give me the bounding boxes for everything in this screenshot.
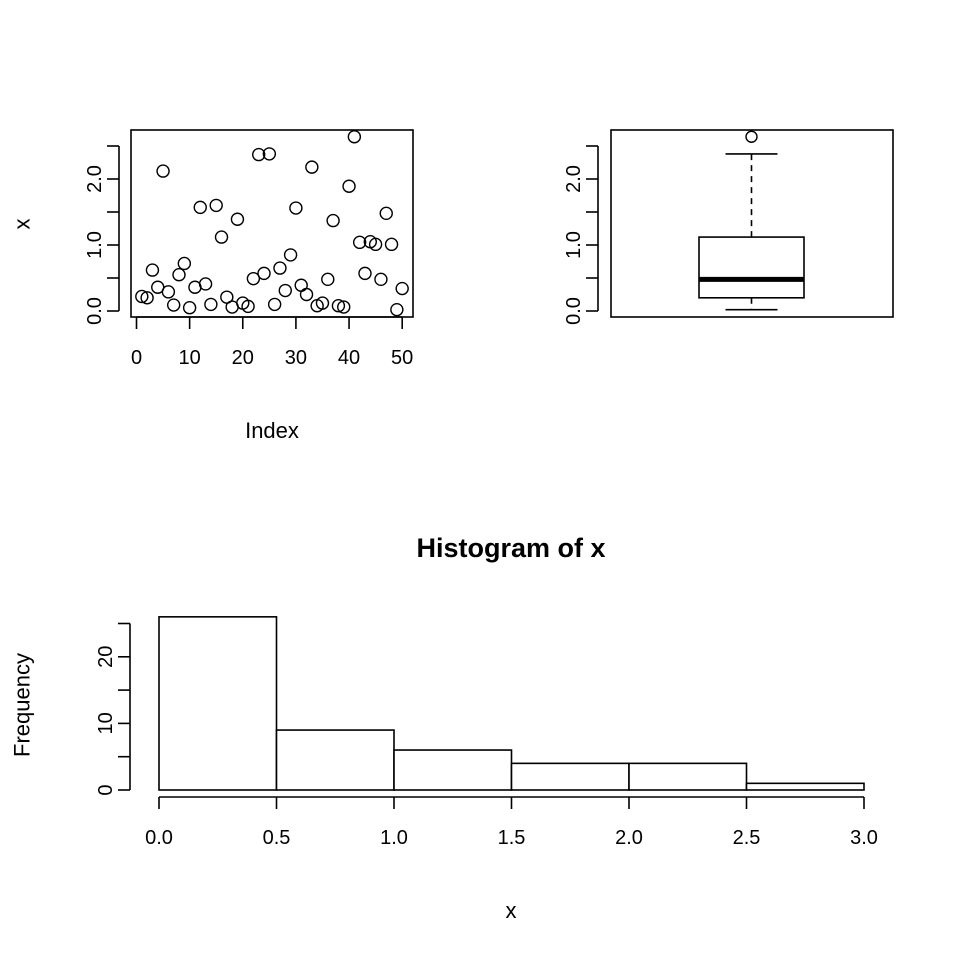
scatter-point: [209, 198, 223, 213]
scatter-point: [257, 266, 271, 281]
histogram-bar: [745, 782, 865, 791]
boxplot-frame: [610, 129, 894, 318]
scatter-point: [246, 271, 261, 286]
x-tick-label: 40: [338, 347, 360, 369]
scatter-point: [395, 281, 409, 296]
scatter-point: [140, 291, 154, 305]
scatter-point: [267, 297, 282, 312]
x-tick-label: 1.0: [380, 827, 408, 849]
x-tick-label: 0.0: [145, 827, 173, 849]
scatter-point: [172, 268, 186, 282]
histogram-y-axis-title: Frequency: [10, 653, 35, 757]
scatter-point: [198, 277, 213, 291]
scatter-point: [283, 248, 298, 262]
histogram-bar: [510, 762, 630, 791]
scatter-plot-panel: 0 10 20 30 40 50 0.0 1.0 2.0 Index x: [10, 129, 414, 443]
y-tick-label: 1.0: [84, 231, 106, 259]
x-tick-label: 2.0: [615, 827, 643, 849]
scatter-point: [326, 213, 340, 228]
scatter-point: [337, 300, 351, 314]
scatter-point: [214, 230, 229, 244]
x-tick-label: 10: [179, 347, 201, 369]
scatter-x-axis-title: Index: [245, 418, 299, 443]
histogram-bar: [393, 749, 513, 791]
scatter-y-axis-title: x: [10, 219, 35, 230]
histogram-x-axis-title: x: [506, 898, 517, 923]
scatter-point: [273, 261, 287, 275]
scatter-point: [252, 147, 266, 162]
histogram-bar: [628, 762, 748, 791]
scatter-point: [294, 278, 308, 292]
scatter-point: [331, 299, 346, 313]
x-tick-label: 20: [232, 347, 254, 369]
scatter-point: [145, 263, 160, 277]
scatter-point: [390, 302, 404, 317]
scatter-point: [374, 272, 388, 287]
scatter-point: [321, 272, 335, 287]
scatter-point: [241, 299, 255, 314]
scatter-point: [352, 235, 367, 250]
y-tick-label: 0.0: [84, 297, 106, 325]
scatter-point: [305, 160, 319, 174]
y-tick-label: 2.0: [563, 165, 585, 193]
scatter-point: [315, 296, 330, 310]
scatter-point: [384, 237, 399, 252]
x-tick-label: 30: [285, 347, 307, 369]
x-tick-label: 0: [131, 347, 142, 369]
scatter-point: [358, 266, 372, 281]
y-tick-label: 20: [95, 646, 117, 668]
histogram-bar: [275, 729, 395, 791]
y-tick-label: 0.0: [563, 297, 585, 325]
scatter-point: [289, 201, 303, 215]
scatter-point: [379, 206, 393, 221]
x-tick-label: 1.5: [498, 827, 526, 849]
scatter-point: [342, 179, 356, 193]
scatter-point: [230, 212, 245, 226]
scatter-point: [204, 297, 218, 312]
scatter-point: [161, 285, 176, 299]
histogram-title: Histogram of x: [416, 533, 605, 563]
scatter-point: [193, 200, 207, 215]
y-tick-label: 2.0: [84, 165, 106, 193]
scatter-point: [166, 298, 181, 312]
histogram-panel: 0.0 0.5 1.0 1.5 2.0 2.5 3.0 0 10 20 Histogram of x…: [10, 533, 878, 923]
x-tick-label: 3.0: [850, 827, 878, 849]
boxplot-box: [698, 236, 805, 299]
y-tick-label: 1.0: [563, 231, 585, 259]
scatter-point: [368, 237, 383, 252]
scatter-point: [156, 164, 170, 178]
scatter-point: [182, 301, 197, 315]
y-tick-label: 10: [95, 712, 117, 734]
boxplot-outlier-point: [745, 130, 758, 143]
scatter-point: [299, 287, 314, 302]
scatter-point: [347, 130, 362, 144]
boxplot-panel: 0.0 1.0 2.0: [563, 129, 894, 325]
scatter-point: [135, 289, 149, 304]
histogram-bar: [158, 616, 278, 791]
scatter-point: [278, 283, 292, 298]
y-tick-label: 0: [95, 784, 117, 795]
x-tick-label: 0.5: [263, 827, 291, 849]
scatter-point: [177, 256, 192, 271]
x-tick-label: 2.5: [733, 827, 761, 849]
x-tick-label: 50: [391, 347, 413, 369]
scatter-point: [262, 147, 277, 161]
